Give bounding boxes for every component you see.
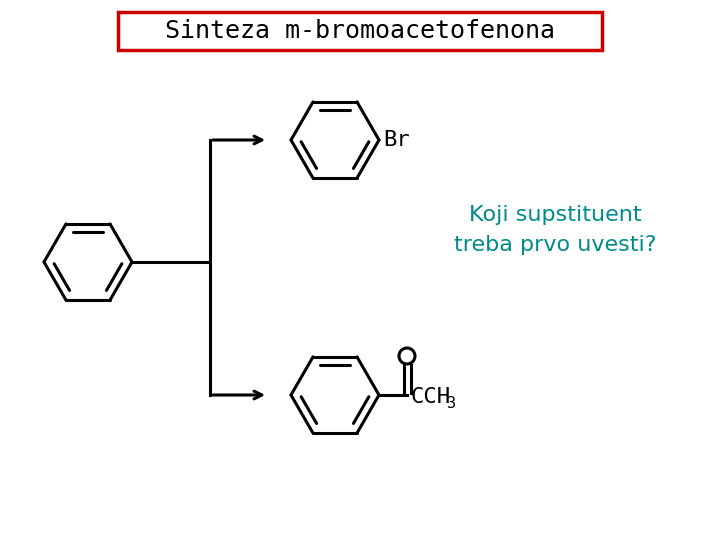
Text: CCH: CCH bbox=[411, 387, 451, 407]
FancyBboxPatch shape bbox=[118, 12, 602, 50]
Text: Sinteza m-bromoacetofenona: Sinteza m-bromoacetofenona bbox=[165, 19, 555, 43]
Text: Br: Br bbox=[383, 130, 410, 150]
Text: 3: 3 bbox=[447, 396, 456, 411]
Text: Koji supstituent
treba prvo uvesti?: Koji supstituent treba prvo uvesti? bbox=[454, 205, 656, 255]
